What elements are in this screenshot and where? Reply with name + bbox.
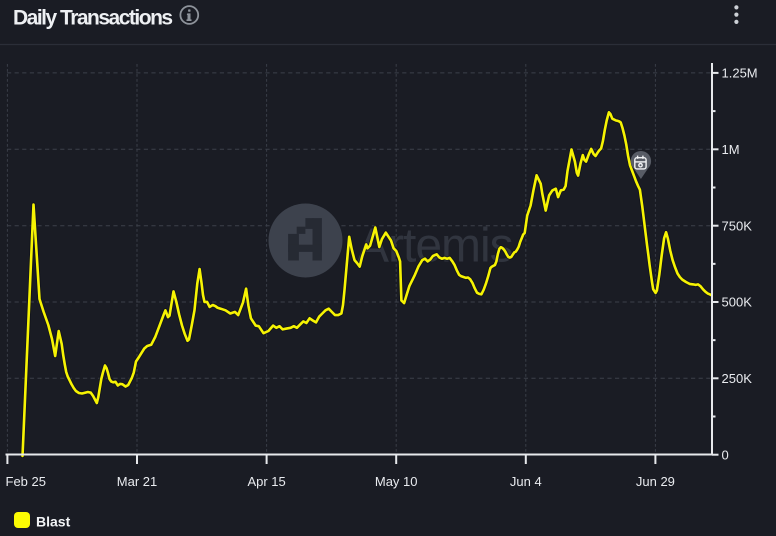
svg-text:0: 0	[722, 447, 729, 462]
svg-text:May 10: May 10	[375, 474, 418, 489]
svg-text:Feb 25: Feb 25	[6, 474, 46, 489]
svg-text:Artemis: Artemis	[357, 220, 513, 273]
svg-text:Jun 4: Jun 4	[510, 474, 542, 489]
svg-text:750K: 750K	[722, 218, 753, 233]
svg-text:1.25M: 1.25M	[722, 66, 758, 81]
svg-text:Daily Transactions: Daily Transactions	[13, 7, 172, 30]
svg-text:250K: 250K	[722, 371, 753, 386]
svg-text:Blast: Blast	[36, 514, 71, 530]
svg-text:Apr 15: Apr 15	[247, 474, 285, 489]
svg-text:500K: 500K	[722, 295, 753, 310]
svg-text:Mar 21: Mar 21	[117, 474, 157, 489]
svg-text:1M: 1M	[722, 142, 740, 157]
svg-text:Jun 29: Jun 29	[636, 474, 675, 489]
